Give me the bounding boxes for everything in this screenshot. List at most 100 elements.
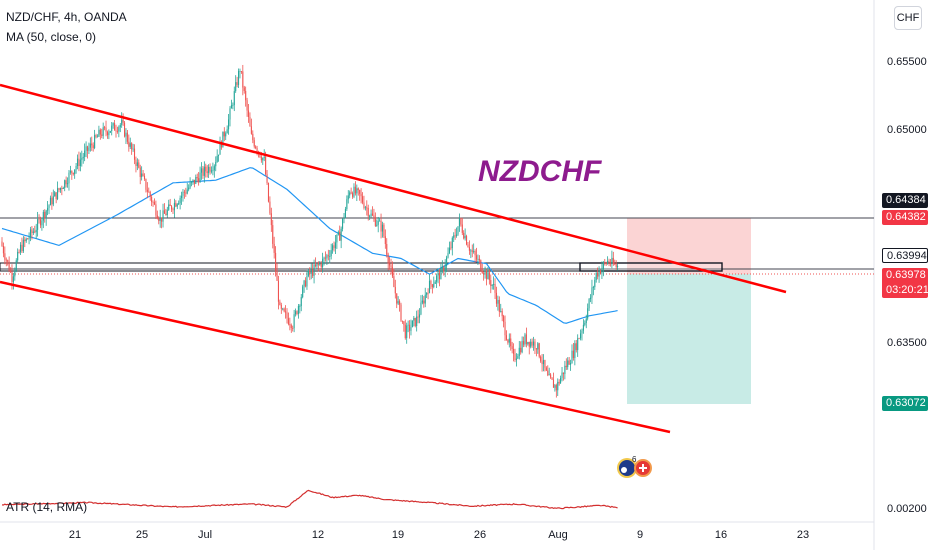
candle[interactable] bbox=[381, 224, 384, 232]
candle[interactable] bbox=[49, 197, 51, 206]
candle[interactable] bbox=[453, 235, 455, 238]
candle[interactable] bbox=[190, 181, 193, 183]
candle[interactable] bbox=[599, 270, 602, 274]
candle[interactable] bbox=[550, 374, 552, 378]
candle[interactable] bbox=[374, 217, 376, 226]
atr-legend[interactable]: ATR (14, RMA) bbox=[6, 500, 88, 514]
candle[interactable] bbox=[507, 339, 509, 343]
candle[interactable] bbox=[88, 147, 90, 151]
candle[interactable] bbox=[505, 335, 507, 340]
candle[interactable] bbox=[124, 122, 126, 137]
candle[interactable] bbox=[470, 250, 472, 252]
candle[interactable] bbox=[423, 300, 425, 304]
candle[interactable] bbox=[497, 299, 499, 304]
candle[interactable] bbox=[86, 146, 89, 151]
candle[interactable] bbox=[568, 360, 570, 365]
candle[interactable] bbox=[437, 272, 439, 276]
candle[interactable] bbox=[347, 195, 349, 200]
candle[interactable] bbox=[598, 270, 600, 277]
candle[interactable] bbox=[1, 241, 3, 247]
candle[interactable] bbox=[42, 211, 44, 221]
candle[interactable] bbox=[319, 263, 321, 265]
candle[interactable] bbox=[336, 234, 338, 243]
candle[interactable] bbox=[17, 251, 19, 261]
candle[interactable] bbox=[428, 280, 431, 293]
candle[interactable] bbox=[443, 267, 445, 272]
candle[interactable] bbox=[44, 211, 46, 219]
candle[interactable] bbox=[267, 182, 270, 202]
candle[interactable] bbox=[407, 324, 409, 326]
candle[interactable] bbox=[427, 292, 429, 294]
candle[interactable] bbox=[296, 311, 298, 315]
candle[interactable] bbox=[125, 132, 127, 137]
candle[interactable] bbox=[61, 188, 63, 189]
candle[interactable] bbox=[438, 272, 441, 280]
candle[interactable] bbox=[10, 271, 12, 272]
candle[interactable] bbox=[297, 306, 299, 315]
candle[interactable] bbox=[161, 217, 163, 222]
candle[interactable] bbox=[448, 247, 450, 254]
candle[interactable] bbox=[108, 132, 110, 136]
candle[interactable] bbox=[349, 192, 351, 196]
candle[interactable] bbox=[547, 370, 549, 376]
candle[interactable] bbox=[276, 270, 278, 281]
candle[interactable] bbox=[444, 266, 446, 272]
candle[interactable] bbox=[250, 126, 252, 134]
candle[interactable] bbox=[289, 324, 291, 326]
candle[interactable] bbox=[313, 264, 315, 276]
candle[interactable] bbox=[517, 356, 519, 359]
candle[interactable] bbox=[209, 166, 211, 172]
candle[interactable] bbox=[213, 166, 215, 171]
candle[interactable] bbox=[458, 218, 460, 227]
candle[interactable] bbox=[397, 301, 399, 304]
candle[interactable] bbox=[138, 162, 140, 168]
candle[interactable] bbox=[81, 158, 83, 160]
candle[interactable] bbox=[391, 267, 393, 277]
candle[interactable] bbox=[156, 215, 158, 219]
candle[interactable] bbox=[329, 256, 331, 257]
candle[interactable] bbox=[478, 258, 480, 261]
candle[interactable] bbox=[344, 209, 346, 218]
candle[interactable] bbox=[570, 363, 572, 365]
candle[interactable] bbox=[524, 334, 526, 345]
candle[interactable] bbox=[19, 244, 22, 253]
candle[interactable] bbox=[118, 127, 120, 132]
candle[interactable] bbox=[350, 192, 352, 194]
candle[interactable] bbox=[611, 257, 613, 265]
candle[interactable] bbox=[380, 220, 382, 232]
candle[interactable] bbox=[65, 180, 67, 185]
candle[interactable] bbox=[215, 162, 217, 167]
candle[interactable] bbox=[236, 82, 238, 85]
candle[interactable] bbox=[15, 260, 17, 271]
candle[interactable] bbox=[421, 300, 423, 303]
candle[interactable] bbox=[300, 297, 302, 307]
candle[interactable] bbox=[45, 210, 47, 219]
candle[interactable] bbox=[31, 229, 33, 233]
candle[interactable] bbox=[245, 90, 247, 101]
candle[interactable] bbox=[581, 330, 583, 334]
candle[interactable] bbox=[275, 252, 277, 271]
candle[interactable] bbox=[136, 162, 138, 166]
candle[interactable] bbox=[467, 244, 469, 248]
candle[interactable] bbox=[199, 172, 201, 183]
candle[interactable] bbox=[269, 201, 271, 214]
candle[interactable] bbox=[589, 297, 592, 300]
candle[interactable] bbox=[34, 231, 36, 233]
candle[interactable] bbox=[222, 131, 224, 148]
candle[interactable] bbox=[501, 311, 503, 317]
candle[interactable] bbox=[109, 131, 111, 133]
candle[interactable] bbox=[111, 125, 113, 132]
candle[interactable] bbox=[371, 213, 374, 216]
candle[interactable] bbox=[253, 140, 255, 147]
candle[interactable] bbox=[238, 71, 240, 85]
candle[interactable] bbox=[166, 209, 168, 216]
candle[interactable] bbox=[38, 219, 40, 220]
candle[interactable] bbox=[52, 196, 54, 205]
candle[interactable] bbox=[370, 213, 372, 216]
candle[interactable] bbox=[373, 215, 375, 218]
candle[interactable] bbox=[418, 314, 421, 318]
candle[interactable] bbox=[58, 188, 60, 191]
candle[interactable] bbox=[158, 218, 160, 221]
candle[interactable] bbox=[399, 301, 401, 305]
candle[interactable] bbox=[196, 177, 198, 179]
